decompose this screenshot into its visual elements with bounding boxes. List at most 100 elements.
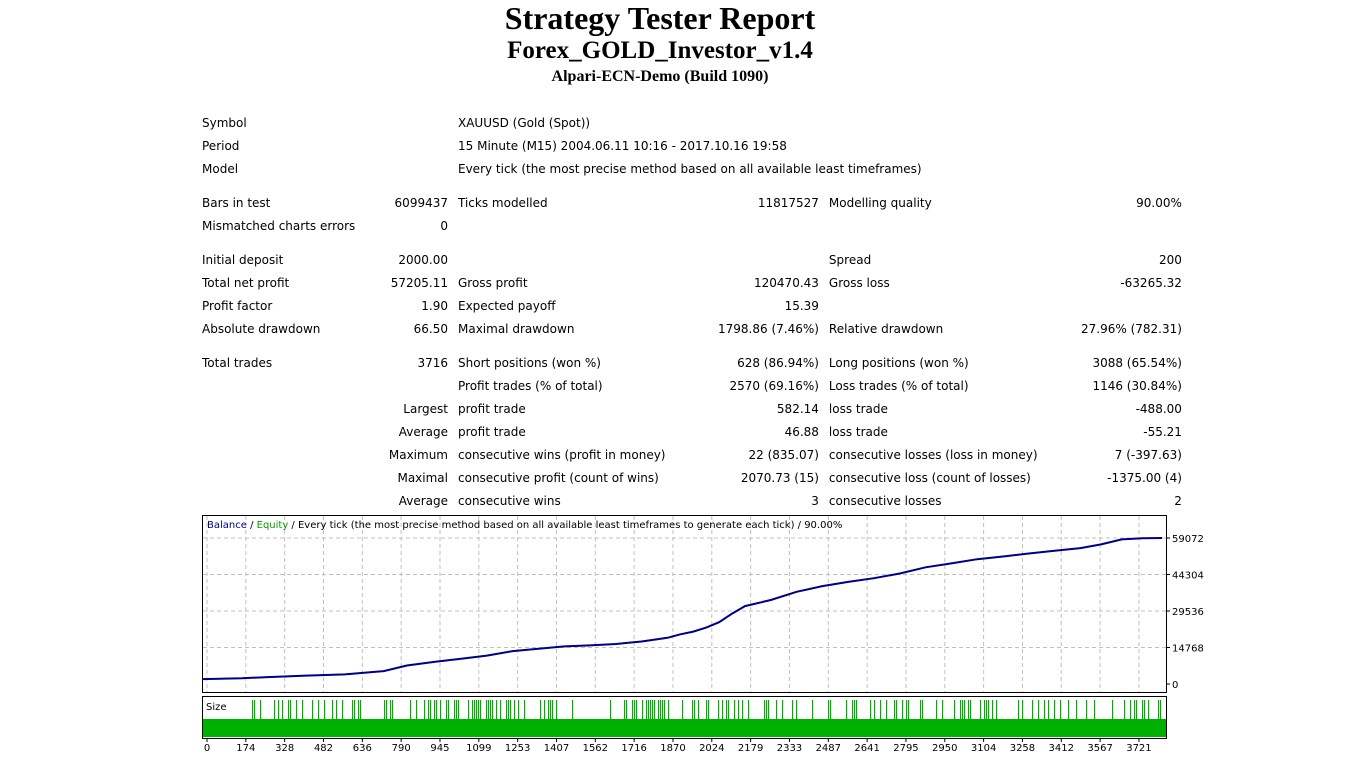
size-bar [296, 700, 298, 719]
stat-value: Maximal [397, 470, 448, 485]
size-bar [446, 700, 448, 719]
size-bar [252, 700, 254, 719]
x-tick-label: 1870 [660, 743, 685, 753]
size-bar [828, 700, 830, 719]
stat-label: consecutive wins [458, 493, 561, 508]
stat-value: 2000.00 [398, 252, 448, 267]
x-tick-label: 2024 [699, 743, 724, 753]
stat-label: Relative drawdown [828, 321, 944, 336]
stat-value: Largest [403, 401, 448, 416]
stat-value: -55.21 [1143, 424, 1182, 439]
size-bar [706, 700, 708, 719]
size-bar [812, 700, 814, 719]
x-tick-label: 636 [353, 743, 372, 753]
stats-row: Bars in test 6099437 Ticks modelled 1181752… [197, 191, 1187, 214]
size-bar [486, 700, 488, 719]
x-tick-label: 0 [204, 743, 210, 753]
size-bar [742, 700, 744, 719]
size-bar [1094, 700, 1096, 719]
stat-value: 46.88 [784, 424, 819, 439]
stat-value: 0 [440, 218, 448, 233]
size-bar [886, 700, 888, 719]
size-bar [936, 700, 938, 719]
size-bar [642, 700, 644, 719]
size-bar [1038, 700, 1040, 719]
size-bar [552, 700, 554, 719]
stat-value: 66.50 [413, 321, 448, 336]
size-bar [490, 700, 492, 719]
settings-row: Period 15 Minute (M15) 2004.06.11 10:16 -… [197, 134, 1187, 157]
size-bar [654, 700, 656, 719]
stat-value: 3716 [417, 355, 448, 370]
size-bar [318, 700, 320, 719]
stat-label: Spread [828, 252, 872, 267]
x-tick-label: 2950 [932, 743, 957, 753]
stat-label [197, 466, 382, 489]
size-bar [1086, 700, 1088, 719]
x-tick-label: 3258 [1010, 743, 1035, 753]
size-bar [332, 700, 334, 719]
size-bar [312, 700, 314, 719]
stats-row: Profit factor 1.90 Expected payoff 15.39 [197, 294, 1187, 317]
x-tick-label: 3104 [971, 743, 996, 753]
size-bar [726, 700, 728, 719]
stat-label: Modelling quality [828, 195, 932, 210]
stat-value: 57205.11 [390, 275, 448, 290]
size-bar [1124, 700, 1126, 719]
size-bar [662, 700, 664, 719]
stats-table: Symbol XAUUSD (Gold (Spot)) Period 15 Minut… [197, 111, 1187, 512]
chart-legend: Balance / Equity / Every tick (the most … [207, 520, 842, 531]
size-bar [496, 700, 498, 719]
size-bar [870, 700, 872, 719]
size-bar [514, 700, 516, 719]
size-bar [648, 700, 650, 719]
stat-value: Maximum [388, 447, 448, 462]
stat-value: 2 [1174, 493, 1182, 508]
size-bar [988, 700, 990, 719]
size-bar [920, 700, 922, 719]
y-tick-label: 59072 [1172, 534, 1204, 545]
stat-value: -488.00 [1135, 401, 1182, 416]
size-bar [524, 700, 526, 719]
stat-value: 1798.86 (7.46%) [718, 321, 819, 336]
x-tick-label: 2333 [777, 743, 802, 753]
size-bar [290, 700, 292, 719]
size-bar [668, 700, 670, 719]
size-bar [1054, 700, 1056, 719]
size-bar [454, 700, 456, 719]
size-bar [830, 700, 832, 719]
size-bar [540, 700, 542, 719]
size-bar [550, 700, 552, 719]
legend-description: / Every tick (the most precise method ba… [288, 520, 842, 531]
size-bar [354, 700, 356, 719]
size-bar [718, 700, 720, 719]
size-bar [906, 700, 908, 719]
stat-label: Expected payoff [458, 298, 556, 313]
size-bar [342, 700, 344, 719]
size-bar [510, 700, 512, 719]
stat-label: Mismatched charts errors [202, 218, 356, 233]
size-bar [846, 700, 848, 719]
y-tick-label: 14768 [1172, 644, 1204, 655]
x-tick-label: 3721 [1126, 743, 1151, 753]
stat-value [713, 214, 824, 237]
size-label: Size [206, 702, 227, 713]
size-bar [476, 700, 478, 719]
y-tick-label: 29536 [1172, 607, 1204, 618]
setting-value: XAUUSD (Gold (Spot)) [458, 115, 591, 130]
size-bar [1022, 700, 1024, 719]
size-bar [1158, 700, 1160, 719]
size-bar [1160, 700, 1162, 719]
stat-label: Gross loss [828, 275, 890, 290]
stat-label [197, 443, 382, 466]
size-bar [796, 700, 798, 719]
stat-label: consecutive profit (count of wins) [458, 470, 659, 485]
size-bar [1032, 700, 1034, 719]
size-bar [980, 700, 982, 719]
stats-row: Total trades 3716 Short positions (won %) 6… [197, 351, 1187, 374]
size-bar [1112, 700, 1114, 719]
size-bar [854, 700, 856, 719]
stat-label: Gross profit [458, 275, 528, 290]
size-bar [1144, 700, 1146, 719]
legend-equity: Equity [257, 520, 289, 531]
